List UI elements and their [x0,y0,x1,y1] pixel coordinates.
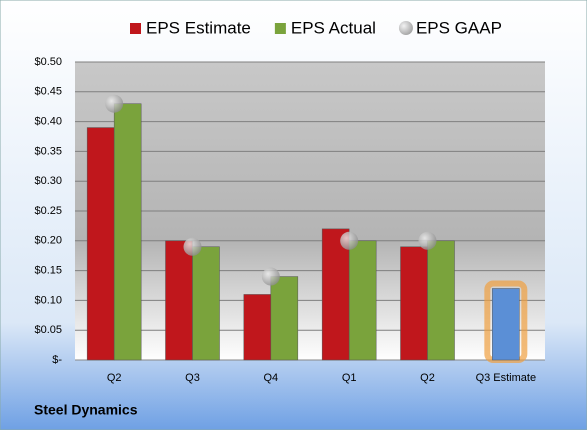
y-tick-label: $0.40 [34,116,62,128]
x-tick-label: Q3 Estimate [476,372,537,384]
bar [427,240,455,361]
y-tick-label: $0.15 [34,265,62,277]
bar [348,240,377,361]
bar [270,276,299,361]
legend-marker [274,23,286,34]
bar [400,246,428,361]
y-tick-label: $0.30 [34,175,62,187]
x-tick-label: Q2 [107,372,122,384]
bar [492,288,520,361]
bar [86,127,115,361]
gaap-marker [340,231,359,250]
y-tick-label: $0.50 [34,56,62,68]
y-tick-label: $- [52,354,62,366]
x-tick-label: Q3 [185,372,200,384]
legend-marker [398,21,413,35]
gaap-marker [183,237,202,256]
bar [192,246,220,361]
y-tick-label: $0.20 [34,235,62,247]
legend-marker [130,23,141,34]
y-tick-label: $0.35 [34,145,62,157]
gaap-marker [261,267,280,286]
chart-title: Steel Dynamics [34,402,138,418]
y-tick-label: $0.10 [34,294,62,306]
legend-label: EPS Estimate [146,18,251,37]
legend-label: EPS Actual [291,18,376,37]
gaap-marker [418,231,437,250]
bar [243,294,272,361]
y-tick-label: $0.25 [34,205,62,217]
bar [165,240,193,361]
x-tick-label: Q4 [263,372,278,384]
x-tick-label: Q1 [342,372,357,384]
y-tick-label: $0.05 [34,324,62,336]
legend-label: EPS GAAP [416,18,502,37]
gaap-marker [105,94,124,113]
y-tick-label: $0.45 [34,86,62,98]
x-tick-label: Q2 [420,372,435,384]
bar [113,103,142,361]
